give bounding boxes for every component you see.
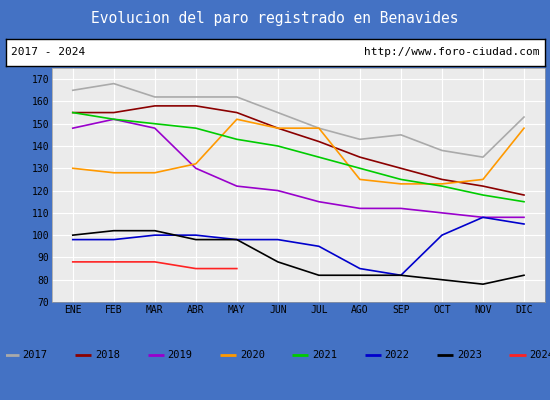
Text: 2017 - 2024: 2017 - 2024: [11, 47, 85, 57]
Text: 2022: 2022: [384, 350, 410, 360]
Text: 2023: 2023: [457, 350, 482, 360]
Text: http://www.foro-ciudad.com: http://www.foro-ciudad.com: [364, 47, 539, 57]
Text: Evolucion del paro registrado en Benavides: Evolucion del paro registrado en Benavid…: [91, 12, 459, 26]
Text: 2017: 2017: [23, 350, 48, 360]
Text: 2018: 2018: [95, 350, 120, 360]
Text: 2024: 2024: [530, 350, 550, 360]
Text: 2019: 2019: [168, 350, 192, 360]
Text: 2020: 2020: [240, 350, 265, 360]
Text: 2021: 2021: [312, 350, 337, 360]
